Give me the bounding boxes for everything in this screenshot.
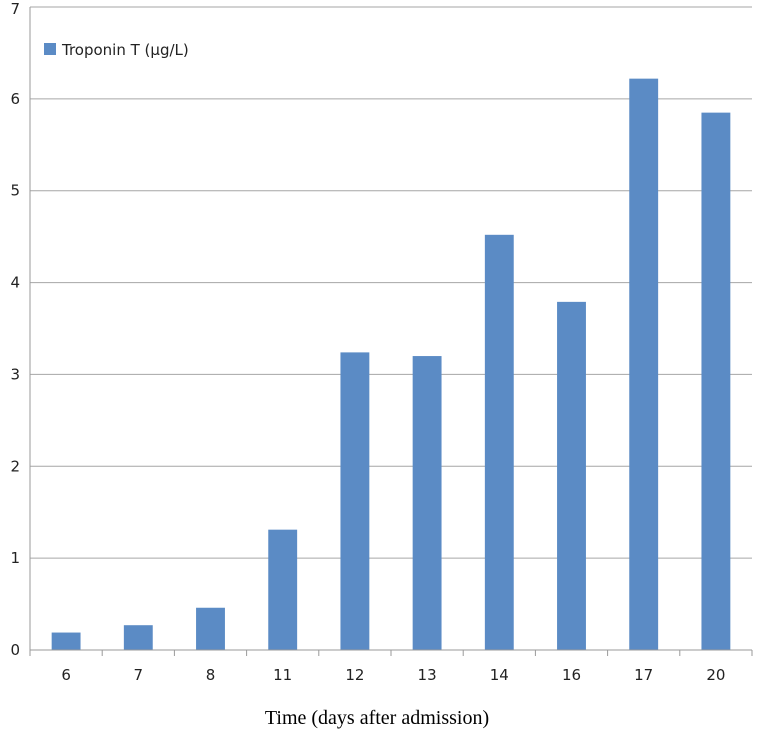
bar-day-20 [701, 112, 731, 650]
bar-day-17 [629, 78, 659, 651]
bar-day-13 [412, 356, 442, 650]
y-tick-label: 3 [10, 365, 20, 383]
bar-day-6 [51, 632, 81, 650]
bar-day-16 [557, 301, 586, 650]
x-tick-label: 6 [61, 666, 71, 684]
y-tick-label: 1 [10, 549, 20, 567]
gridlines [30, 6, 752, 559]
y-tick-label: 0 [10, 641, 20, 659]
x-tick-label: 17 [634, 666, 653, 684]
bar-day-14 [484, 234, 514, 650]
legend: Troponin T (µg/L) [44, 41, 189, 59]
bar-day-11 [268, 529, 298, 650]
x-tick-label: 20 [706, 666, 725, 684]
x-tick-label: 16 [562, 666, 581, 684]
bar-day-8 [196, 607, 225, 650]
x-axis-ticks: 6 7 8 11 12 13 14 16 17 20 [29, 650, 753, 684]
y-tick-label: 2 [10, 457, 20, 475]
x-tick-label: 14 [490, 666, 509, 684]
legend-swatch [44, 43, 56, 55]
bars [51, 78, 731, 651]
x-tick-label: 11 [273, 666, 292, 684]
bar-day-12 [340, 352, 370, 650]
x-tick-label: 13 [418, 666, 437, 684]
x-tick-label: 7 [134, 666, 144, 684]
x-tick-label: 8 [206, 666, 216, 684]
y-tick-label: 4 [10, 274, 20, 292]
x-tick-label: 12 [345, 666, 364, 684]
bar-day-7 [123, 625, 153, 650]
y-tick-label: 5 [10, 182, 20, 200]
y-tick-label: 7 [10, 0, 20, 18]
y-axis-ticks: 0 1 2 3 4 5 6 7 [10, 0, 20, 659]
y-tick-label: 6 [10, 90, 20, 108]
legend-label: Troponin T (µg/L) [61, 41, 189, 59]
x-axis-label: Time (days after admission) [265, 707, 489, 729]
